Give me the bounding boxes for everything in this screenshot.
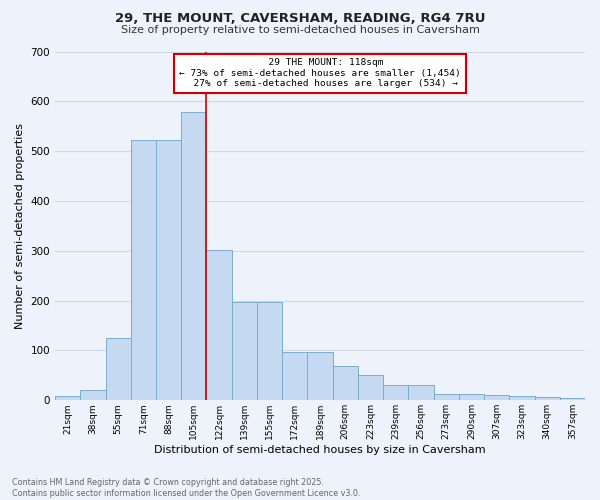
- Bar: [156, 140, 181, 400]
- Bar: [434, 394, 459, 400]
- Bar: [509, 396, 535, 400]
- Bar: [257, 302, 282, 400]
- Bar: [332, 366, 358, 400]
- Bar: [282, 352, 307, 401]
- Bar: [307, 352, 332, 401]
- Bar: [206, 250, 232, 400]
- Bar: [131, 140, 156, 400]
- Bar: [535, 397, 560, 400]
- Bar: [55, 396, 80, 400]
- Bar: [80, 390, 106, 400]
- Y-axis label: Number of semi-detached properties: Number of semi-detached properties: [15, 123, 25, 329]
- Bar: [181, 112, 206, 401]
- Text: Size of property relative to semi-detached houses in Caversham: Size of property relative to semi-detach…: [121, 25, 479, 35]
- Text: 29 THE MOUNT: 118sqm
← 73% of semi-detached houses are smaller (1,454)
  27% of : 29 THE MOUNT: 118sqm ← 73% of semi-detac…: [179, 58, 461, 88]
- Text: 29, THE MOUNT, CAVERSHAM, READING, RG4 7RU: 29, THE MOUNT, CAVERSHAM, READING, RG4 7…: [115, 12, 485, 26]
- Bar: [358, 376, 383, 400]
- X-axis label: Distribution of semi-detached houses by size in Caversham: Distribution of semi-detached houses by …: [154, 445, 486, 455]
- Text: Contains HM Land Registry data © Crown copyright and database right 2025.
Contai: Contains HM Land Registry data © Crown c…: [12, 478, 361, 498]
- Bar: [409, 386, 434, 400]
- Bar: [459, 394, 484, 400]
- Bar: [560, 398, 585, 400]
- Bar: [106, 338, 131, 400]
- Bar: [232, 302, 257, 400]
- Bar: [484, 396, 509, 400]
- Bar: [383, 386, 409, 400]
